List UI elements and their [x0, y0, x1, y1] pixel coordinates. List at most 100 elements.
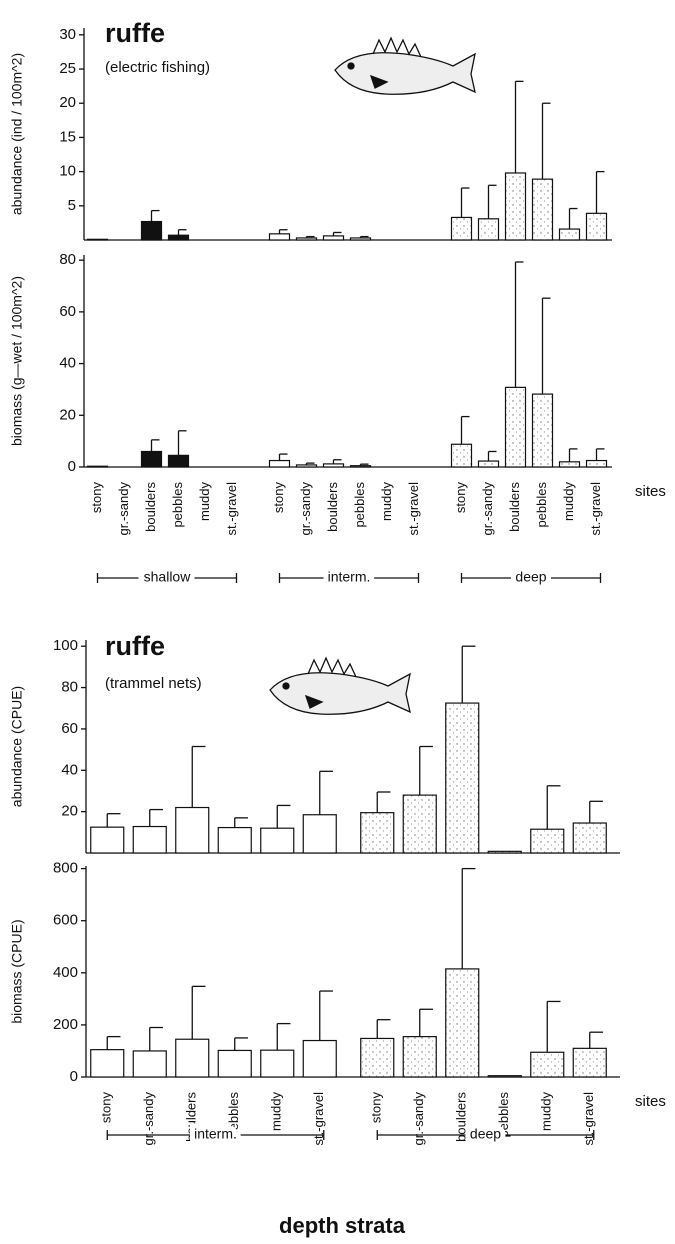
- bar: [349, 237, 372, 241]
- x-tick-label: stony: [89, 482, 104, 514]
- stratum-label: shallow: [144, 569, 192, 585]
- bar: [572, 822, 607, 854]
- y-tick-label: 800: [53, 860, 78, 877]
- y-tick-label: 600: [53, 912, 78, 929]
- y-tick-label: 80: [61, 679, 78, 696]
- bar: [268, 233, 291, 241]
- x-tick-label: muddy: [269, 1092, 284, 1132]
- x-tick-label: gr.-sandy: [116, 482, 131, 536]
- chart-subtitle: (trammel nets): [105, 675, 202, 692]
- x-tick-label: st.-gravel: [581, 1092, 596, 1146]
- x-axis-label: sites: [635, 483, 666, 500]
- bar: [402, 1036, 437, 1078]
- y-tick-label: 20: [59, 406, 76, 423]
- y-tick-label: 10: [59, 163, 76, 180]
- y-tick-label: 100: [53, 637, 78, 654]
- stratum-label: deep: [515, 569, 546, 585]
- bar: [90, 826, 125, 854]
- x-tick-label: gr.-sandy: [298, 482, 313, 536]
- bar: [530, 828, 565, 854]
- bar: [132, 825, 167, 854]
- bar: [132, 1050, 167, 1078]
- fish-icon: [269, 656, 411, 715]
- bar: [295, 237, 318, 241]
- bar: [572, 1047, 607, 1078]
- bar: [302, 814, 337, 854]
- x-tick-label: stony: [99, 1092, 114, 1124]
- y-tick-label: 5: [68, 197, 76, 214]
- y-tick-label: 40: [61, 761, 78, 778]
- y-tick-label: 40: [59, 355, 76, 372]
- x-tick-label: muddy: [197, 482, 212, 522]
- y-axis-label: abundance (CPUE): [9, 686, 25, 807]
- bar: [585, 459, 608, 468]
- x-tick-label: muddy: [561, 482, 576, 522]
- y-tick-label: 60: [61, 720, 78, 737]
- bar: [295, 464, 318, 468]
- x-tick-label: gr.-sandy: [141, 1092, 156, 1146]
- x-tick-label: gr.-sandy: [411, 1092, 426, 1146]
- bar: [558, 461, 581, 468]
- bar: [322, 463, 345, 468]
- bar: [217, 826, 252, 854]
- y-tick-label: 15: [59, 128, 76, 145]
- x-tick-label: boulders: [143, 482, 158, 532]
- y-axis-label: biomass (g—wet / 100m^2): [9, 276, 25, 446]
- x-tick-label: muddy: [379, 482, 394, 522]
- bar: [504, 172, 527, 241]
- y-axis-label: abundance (ind / 100m^2): [9, 53, 25, 215]
- bar: [360, 1037, 395, 1078]
- x-tick-label: boulders: [325, 482, 340, 532]
- bar: [558, 228, 581, 241]
- stratum-label: interm.: [194, 1126, 237, 1142]
- bar: [445, 702, 480, 854]
- bar: [445, 968, 480, 1078]
- x-tick-label: boulders: [454, 1092, 469, 1142]
- bar: [402, 794, 437, 854]
- x-tick-label: stony: [369, 1092, 384, 1124]
- y-axis-label: biomass (CPUE): [9, 919, 25, 1023]
- y-tick-label: 0: [68, 458, 76, 475]
- bar: [585, 212, 608, 241]
- bar: [167, 454, 190, 468]
- bar: [140, 220, 163, 241]
- x-tick-label: pebbles: [534, 482, 549, 528]
- x-tick-label: pebbles: [226, 1092, 241, 1138]
- bar: [450, 216, 473, 241]
- bar: [86, 465, 109, 468]
- bar: [487, 850, 522, 854]
- bar: [450, 443, 473, 468]
- bar: [217, 1049, 252, 1078]
- y-tick-label: 25: [59, 60, 76, 77]
- bar: [175, 806, 210, 854]
- x-tick-label: boulders: [184, 1092, 199, 1142]
- stratum-label: deep: [470, 1126, 501, 1142]
- x-tick-label: pebbles: [496, 1092, 511, 1138]
- y-tick-label: 400: [53, 964, 78, 981]
- chart-title: ruffe: [105, 631, 165, 661]
- bar: [167, 234, 190, 241]
- x-tick-label: st.-gravel: [406, 482, 421, 536]
- bar: [322, 235, 345, 241]
- x-tick-label: gr.-sandy: [480, 482, 495, 536]
- x-tick-label: boulders: [507, 482, 522, 532]
- chart-subtitle: (electric fishing): [105, 59, 210, 76]
- bar: [360, 812, 395, 854]
- bar: [90, 1049, 125, 1078]
- bar: [302, 1039, 337, 1078]
- x-tick-label: pebbles: [170, 482, 185, 528]
- x-tick-label: st.-gravel: [224, 482, 239, 536]
- x-tick-label: stony: [271, 482, 286, 514]
- y-tick-label: 20: [61, 803, 78, 820]
- stratum-label: interm.: [328, 569, 371, 585]
- bar: [504, 386, 527, 468]
- bar: [477, 218, 500, 241]
- bar: [268, 459, 291, 468]
- y-tick-label: 80: [59, 251, 76, 268]
- y-tick-label: 20: [59, 94, 76, 111]
- bar: [86, 238, 109, 241]
- y-tick-label: 200: [53, 1016, 78, 1033]
- x-axis-label: sites: [635, 1093, 666, 1110]
- fish-icon: [334, 36, 476, 95]
